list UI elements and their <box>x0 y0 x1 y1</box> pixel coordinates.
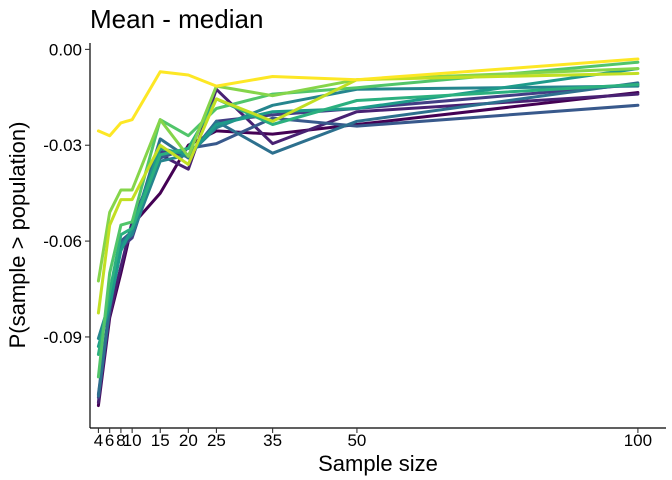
y-tick-label: -0.03 <box>43 136 82 155</box>
series-line-12 <box>96 57 640 138</box>
series-line-2 <box>96 87 640 404</box>
x-tick-label: 50 <box>347 431 366 450</box>
x-tick-label: 35 <box>263 431 282 450</box>
x-tick-label: 8 <box>116 431 125 450</box>
y-axis: 0.00 -0.03 -0.06 -0.09 <box>43 40 90 347</box>
y-tick-label: -0.06 <box>43 232 82 251</box>
series-line-1 <box>96 91 640 408</box>
x-tick-label: 20 <box>179 431 198 450</box>
x-tick-label: 6 <box>105 431 114 450</box>
y-tick-label: 0.00 <box>49 40 82 59</box>
x-axis: 4 6 810 15 20 25 35 50 100 <box>94 428 652 450</box>
y-axis-title: P(sample > population) <box>5 122 30 349</box>
x-tick-label: 15 <box>151 431 170 450</box>
plot-area <box>96 57 640 408</box>
series-line-10 <box>96 67 640 283</box>
x-tick-label: 4 <box>94 431 103 450</box>
x-tick-label: 25 <box>207 431 226 450</box>
y-tick-label: -0.09 <box>43 328 82 347</box>
series-line-11 <box>96 71 640 315</box>
x-tick-label: 10 <box>123 431 142 450</box>
series-line-8 <box>96 83 640 356</box>
chart-title: Mean - median <box>90 4 263 34</box>
series-line-4 <box>96 103 640 396</box>
series-line-9 <box>96 60 640 379</box>
x-axis-title: Sample size <box>318 451 438 476</box>
x-tick-label: 100 <box>624 431 652 450</box>
